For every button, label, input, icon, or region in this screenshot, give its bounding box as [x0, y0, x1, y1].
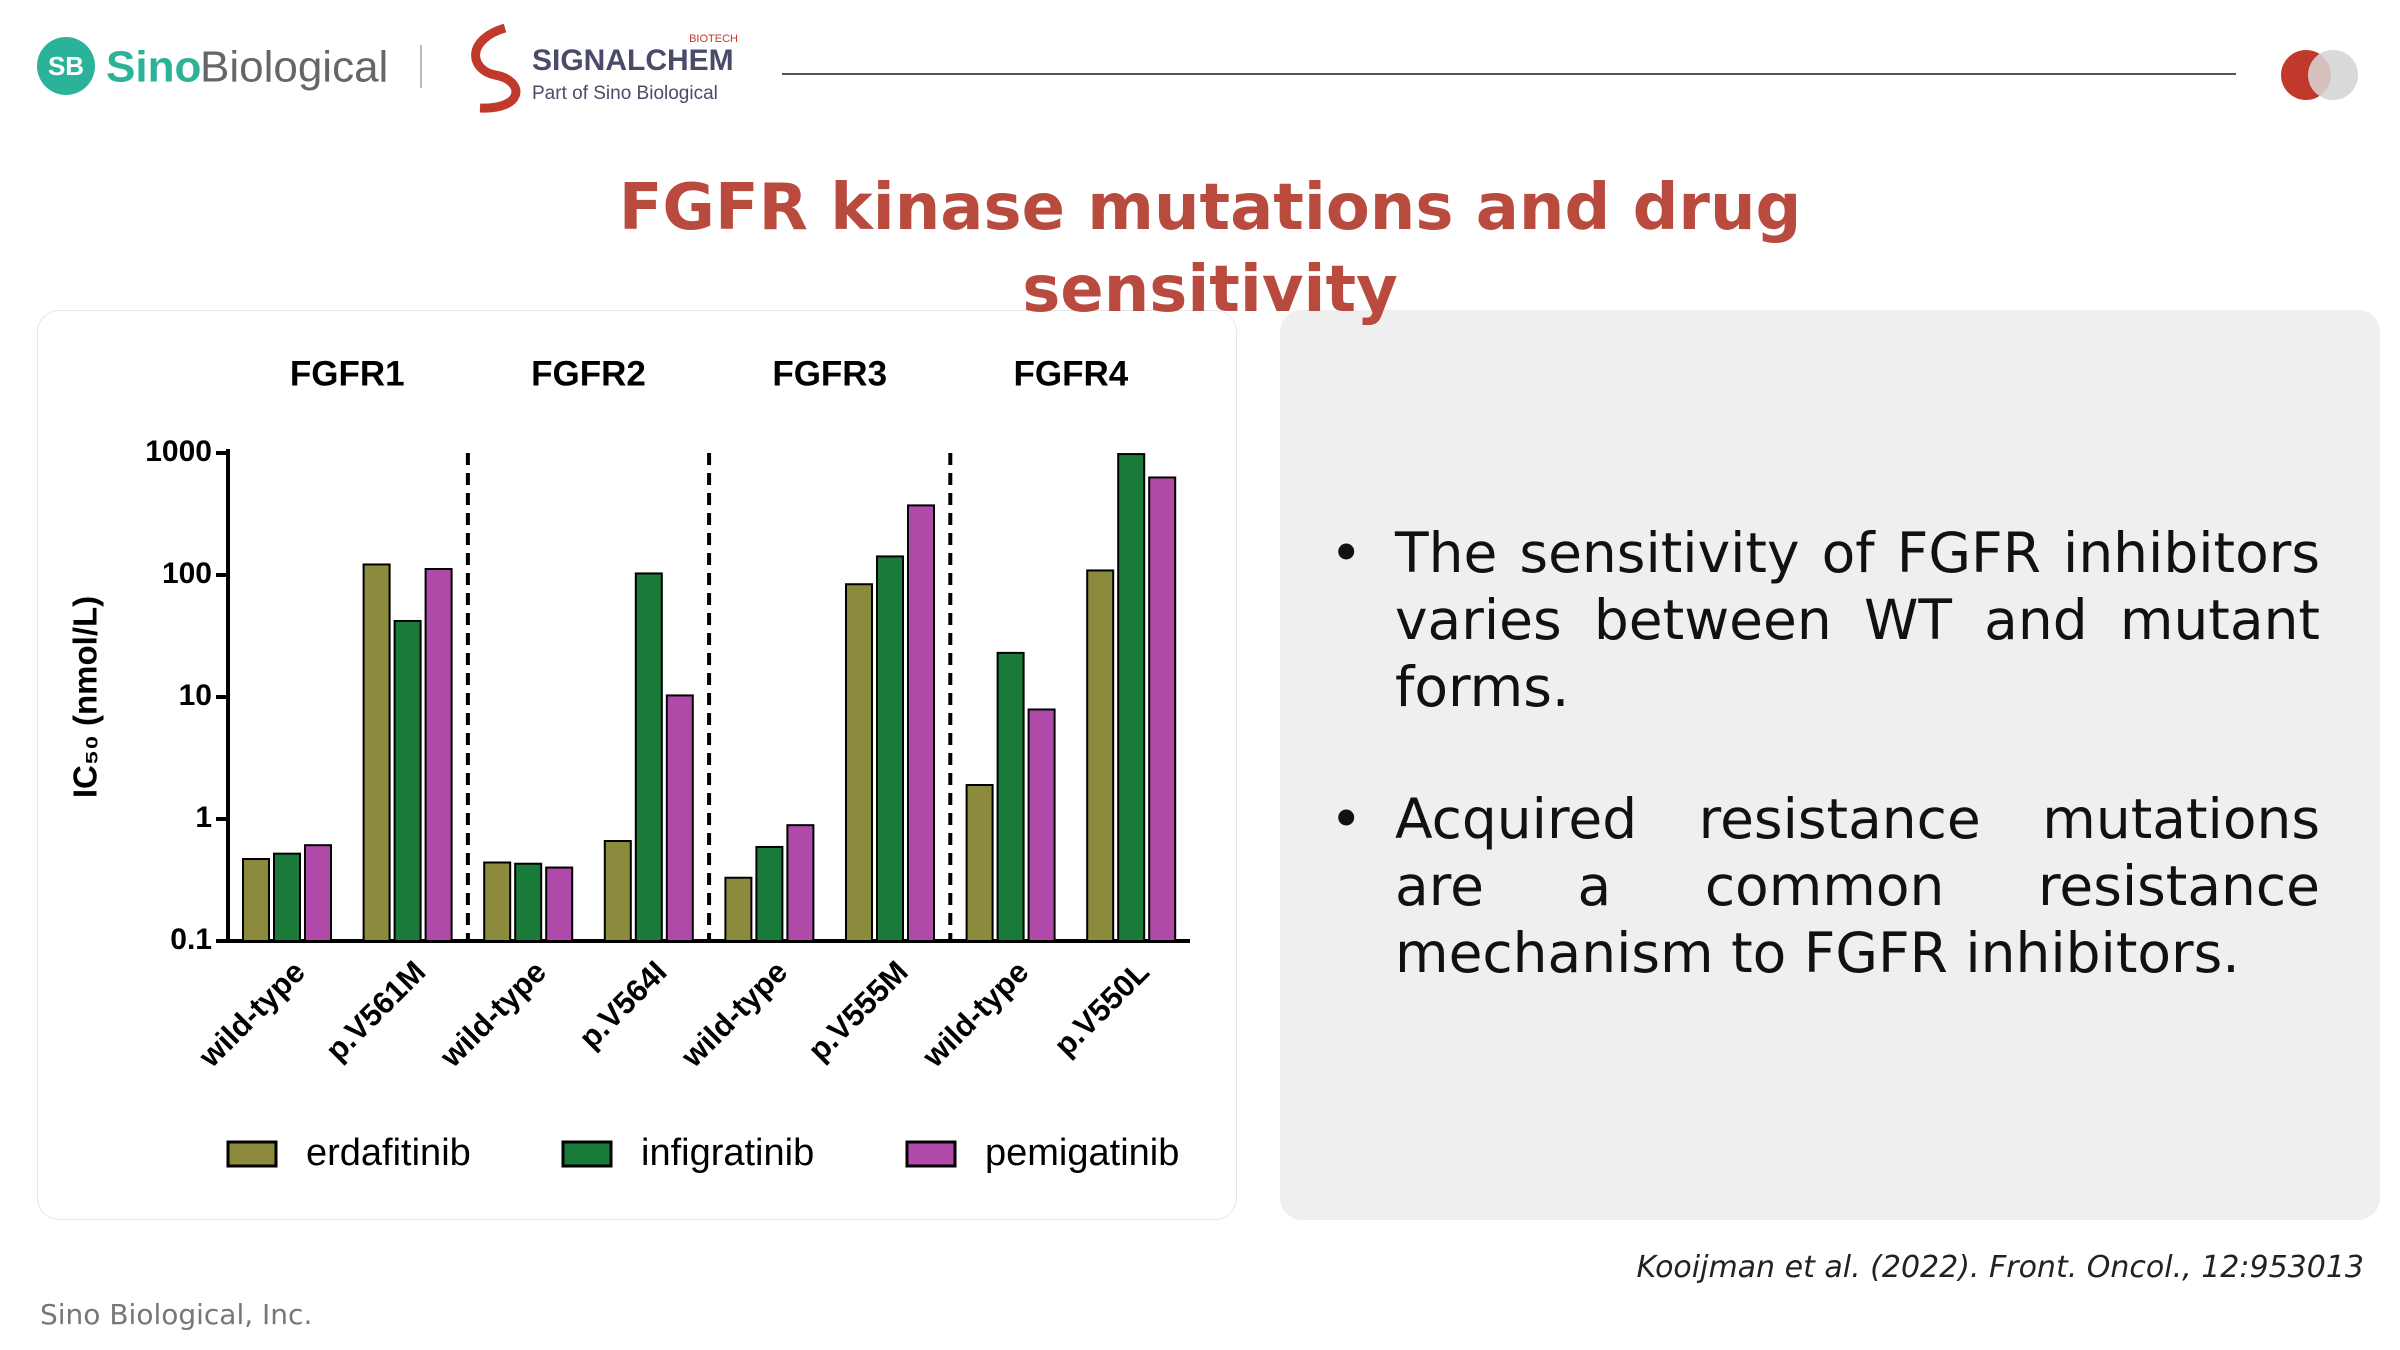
x-tick-label: wild-type: [674, 954, 794, 1074]
bar: [965, 783, 994, 942]
bullet: • The sensitivity of FGFR inhibitors vari…: [1330, 521, 2320, 719]
bullet: • Acquired resistance mutations are a com…: [1330, 787, 2320, 985]
group-label: FGFR2: [531, 354, 646, 393]
bar: [845, 583, 873, 942]
slide-title: FGFR kinase mutations and drug sensitivi…: [618, 171, 1802, 327]
y-tick-label: 1000: [145, 435, 212, 468]
bar: [603, 840, 632, 942]
bar: [514, 862, 543, 943]
toggle: [2308, 50, 2358, 100]
y-tick-label: 10: [179, 679, 212, 712]
partner-tag: BIOTECH: [689, 33, 738, 45]
bar: [1117, 453, 1146, 942]
footer: Sino Biological, Inc.: [40, 1298, 313, 1331]
bar: [755, 845, 784, 942]
x-tick-label: p.V550L: [1047, 954, 1156, 1063]
bar: [393, 619, 422, 942]
legend-label: infigratinib: [641, 1132, 814, 1174]
x-tick-label: p.V561M: [319, 954, 433, 1068]
legend-label: pemigatinib: [985, 1132, 1179, 1174]
x-tick-label: p.V555M: [801, 954, 915, 1068]
logo-badge: SB: [48, 51, 84, 81]
bar: [1148, 476, 1177, 942]
bar: [996, 651, 1025, 942]
bar: [1027, 708, 1056, 942]
legend-swatch: [561, 1140, 613, 1168]
y-tick-label: 1: [195, 801, 212, 834]
group-label: FGFR4: [1014, 354, 1129, 393]
bar: [273, 852, 301, 942]
bar: [242, 858, 270, 943]
legend-label: erdafitinib: [306, 1132, 471, 1174]
group-label: FGFR1: [290, 354, 405, 393]
bar: [876, 555, 904, 943]
y-axis-label: IC₅₀ (nmol/L): [67, 596, 104, 798]
bullet-list: • The sensitivity of FGFR inhibitors vari…: [1330, 520, 2320, 1052]
legend-swatch: [226, 1140, 278, 1168]
bar: [483, 861, 512, 943]
x-tick-label: wild-type: [432, 954, 552, 1074]
bar: [907, 504, 935, 942]
legend-swatch: [905, 1140, 957, 1168]
y-tick-label: 0.1: [170, 923, 212, 956]
text-panel: [1280, 310, 2380, 1220]
x-tick-label: p.V564I: [572, 954, 674, 1056]
bar: [724, 876, 753, 942]
bar: [1086, 569, 1115, 942]
bar: [634, 572, 663, 942]
y-tick-label: 100: [162, 557, 212, 590]
bar: [424, 567, 453, 943]
bar: [362, 563, 391, 942]
partner: SIGNALCHEM: [532, 44, 734, 77]
bullet-text: Acquired resistance mutations are a comm…: [1395, 787, 2320, 985]
logo-badge-bg: [37, 37, 95, 95]
brand: Sino: [106, 43, 201, 92]
brand: Biological: [200, 43, 388, 92]
x-tick-label: wild-type: [915, 954, 1035, 1074]
group-label: FGFR3: [772, 354, 887, 393]
partner-sub: Part of Sino Biological: [532, 83, 718, 104]
partner-logo: [471, 23, 521, 113]
x-tick-label: wild-type: [191, 954, 311, 1074]
citation: Kooijman et al. (2022). Front. Oncol., 1…: [1636, 1250, 2364, 1285]
bar: [545, 866, 574, 943]
bar: [665, 694, 694, 942]
bullet-text: The sensitivity of FGFR inhibitors varie…: [1395, 521, 2320, 719]
bar: [786, 824, 815, 943]
bar: [304, 844, 332, 942]
